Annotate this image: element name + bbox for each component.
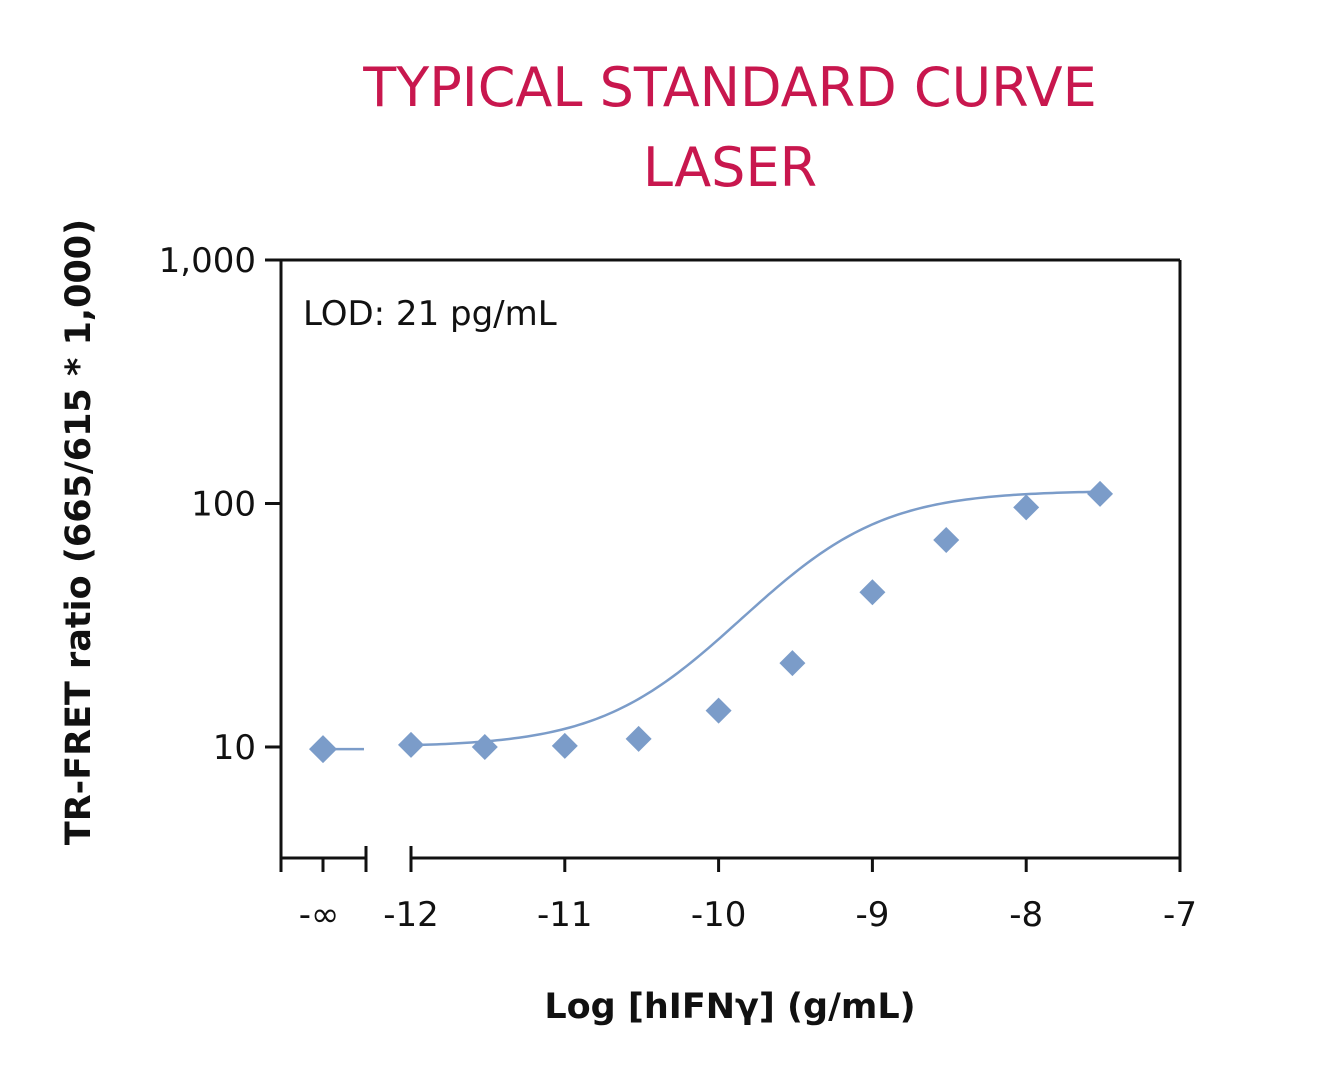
x-tick-label: -9 — [855, 895, 889, 935]
plot-frame — [279, 258, 1182, 858]
data-point — [779, 650, 806, 677]
lod-annotation: LOD: 21 pg/mL — [303, 294, 557, 334]
data-point — [625, 725, 652, 752]
data-points — [309, 480, 1114, 764]
data-point — [933, 527, 960, 554]
y-tick-label: 1,000 — [159, 241, 256, 281]
x-ticks: -12 -11 -10 -9 -8 -7 — [383, 858, 1197, 935]
x-axis: -∞ -12 -11 -10 -9 -8 -7 — [279, 846, 1197, 935]
x-tick-label-zero: -∞ — [299, 895, 340, 935]
x-tick-label: -10 — [691, 895, 747, 935]
y-tick-label: 100 — [191, 484, 256, 524]
chart-title-line-2: LASER — [643, 136, 817, 199]
data-point — [398, 731, 424, 758]
data-point — [705, 697, 732, 724]
data-point — [859, 579, 886, 606]
chart-title-line-1: TYPICAL STANDARD CURVE — [362, 56, 1096, 119]
y-axis: 10 100 1,000 — [159, 241, 281, 768]
y-axis-title: TR-FRET ratio (665/615 * 1,000) — [59, 219, 99, 845]
data-point — [1087, 480, 1114, 507]
x-tick-label: -11 — [537, 895, 593, 935]
fit-curve — [410, 490, 1101, 747]
data-point — [551, 732, 578, 759]
x-tick-label: -7 — [1163, 895, 1197, 935]
x-tick-label: -8 — [1009, 895, 1043, 935]
data-point — [471, 733, 498, 760]
x-axis-title: Log [hIFNγ] (g/mL) — [544, 987, 915, 1027]
data-point — [1013, 494, 1040, 521]
x-tick-label: -12 — [383, 895, 439, 935]
y-tick-label: 10 — [213, 728, 256, 768]
data-point-zero — [309, 735, 337, 764]
